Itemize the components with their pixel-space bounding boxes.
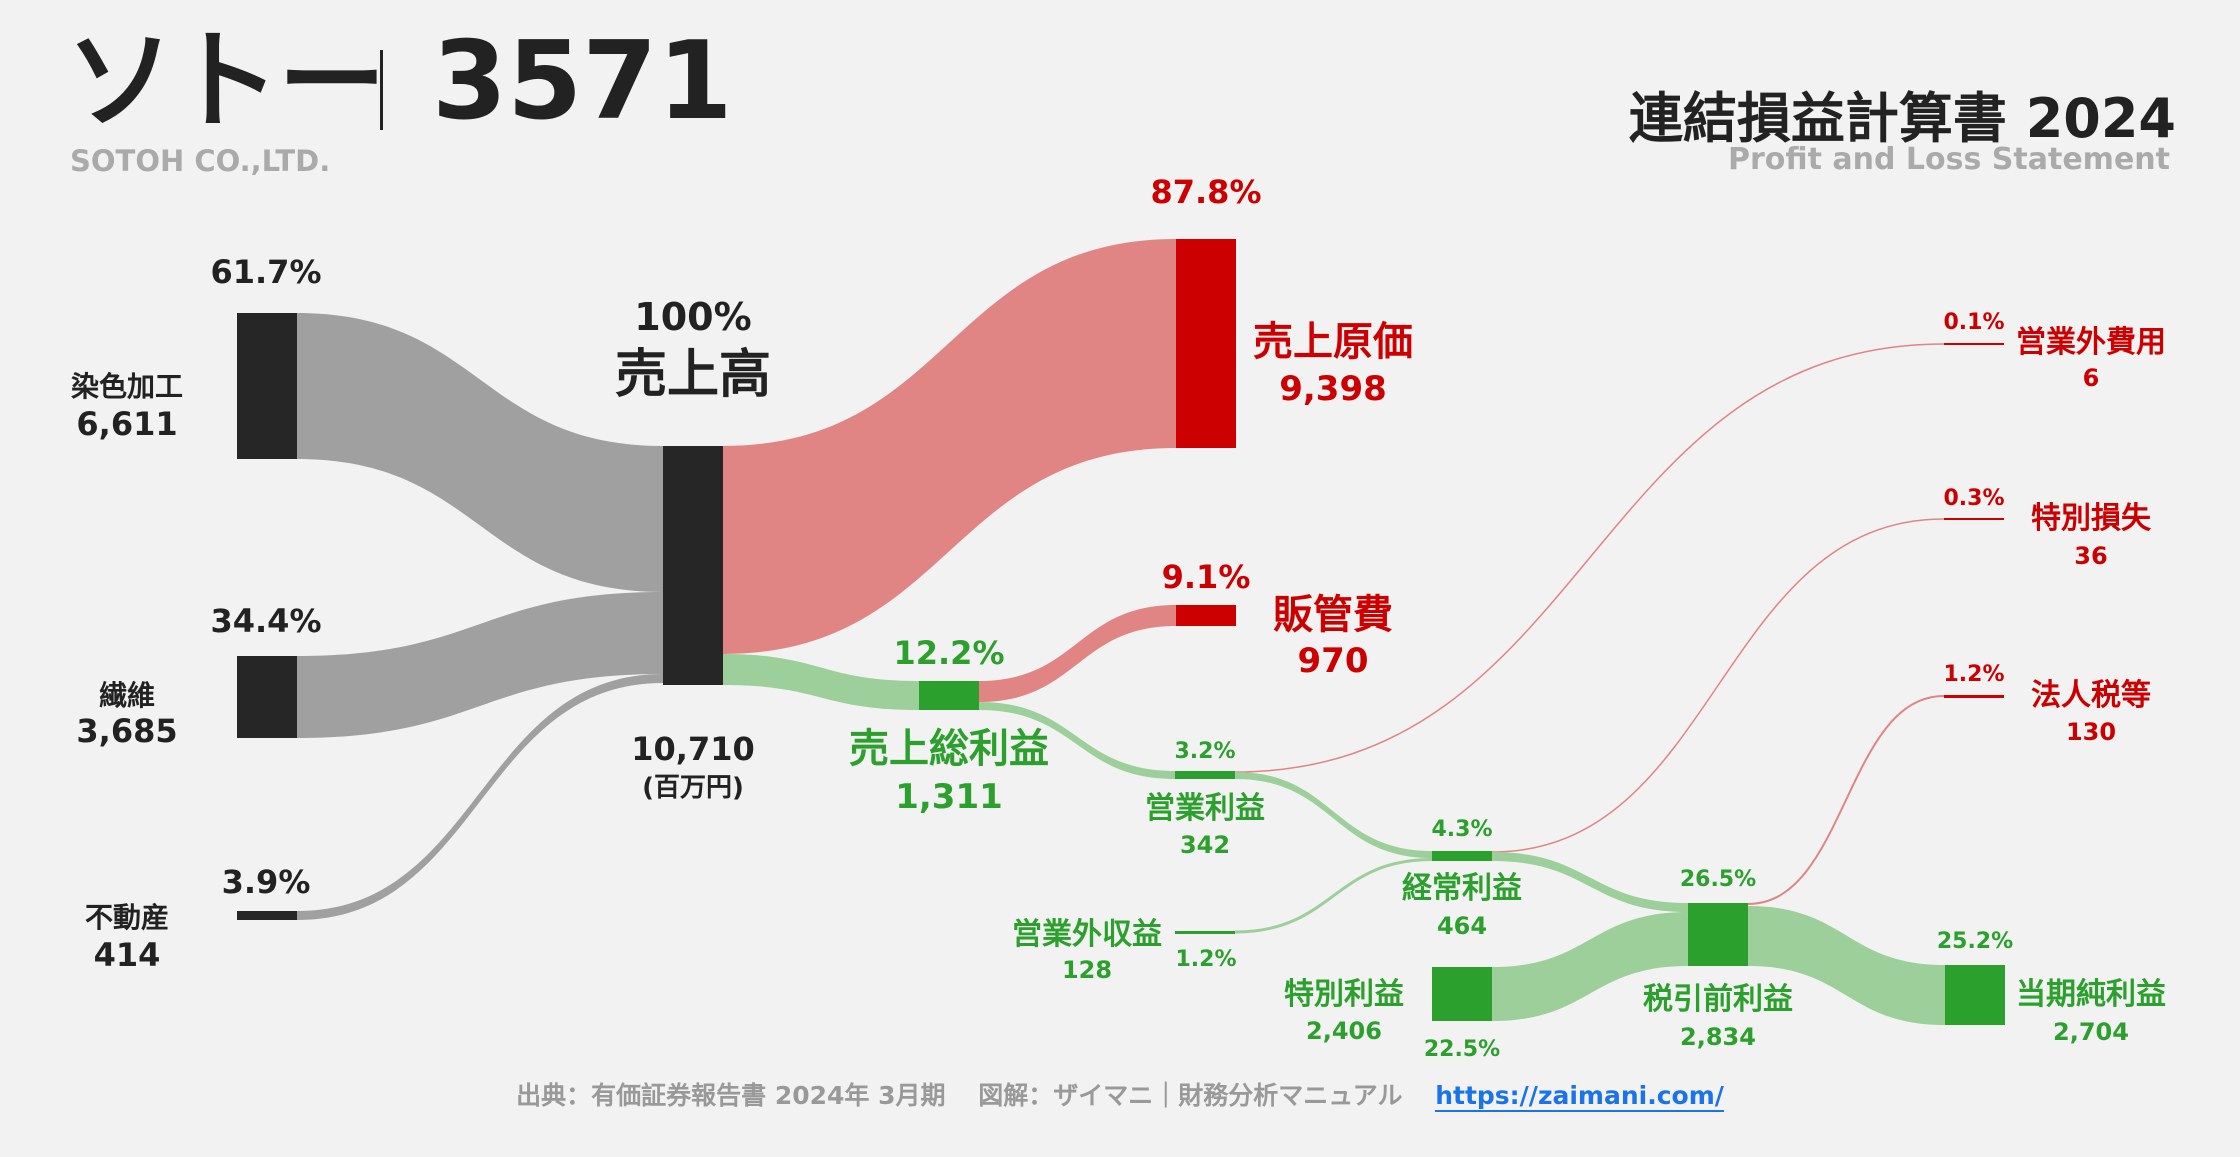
company-name: ソトー — [66, 19, 386, 144]
node-bar-fiber — [237, 656, 297, 738]
label-pct-net: 25.2% — [1937, 929, 2013, 954]
node-layer — [237, 239, 2005, 1025]
source-note: 出典：有価証券報告書 2024年 3月期 — [516, 1081, 946, 1110]
node-bar-cogs — [1176, 239, 1236, 448]
label-label-fiber: 繊維 — [99, 679, 155, 712]
label-value_text-pretax: 2,834 — [1680, 1023, 1756, 1051]
flow-layer — [297, 239, 1945, 1025]
label-value_text-fiber: 3,685 — [76, 712, 177, 750]
label-label-ordinary: 経常利益 — [1402, 871, 1522, 906]
label-value_text-sga: 970 — [1298, 641, 1369, 681]
flow-ordinary-extloss — [1491, 518, 1945, 853]
label-value_text-ordinary: 464 — [1437, 912, 1487, 940]
label-label-pretax: 税引前利益 — [1643, 982, 1793, 1017]
node-bar-pretax — [1688, 903, 1748, 966]
node-bar-nonop_exp — [1944, 343, 2004, 345]
site-link[interactable]: https://zaimani.com/ — [1435, 1081, 1724, 1112]
node-bar-gross — [919, 681, 979, 710]
label-unit-revenue: (百万円) — [642, 773, 744, 803]
label-pct-op: 3.2% — [1174, 739, 1235, 764]
label-pct-nonop_exp: 0.1% — [1943, 310, 2004, 335]
node-bar-nonop_inc — [1175, 931, 1235, 934]
label-label-cogs: 売上原価 — [1253, 319, 1413, 365]
label-value_text-op: 342 — [1180, 831, 1230, 859]
node-bar-sga — [1176, 605, 1236, 626]
node-bar-dye — [237, 313, 297, 459]
flow-nonopinc-ordinary — [1234, 858, 1433, 934]
label-value_text-dye: 6,611 — [76, 405, 177, 443]
label-pct-sga: 9.1% — [1162, 558, 1251, 596]
node-bar-ext_loss — [1944, 518, 2004, 520]
node-bar-ext_gain — [1432, 967, 1492, 1021]
flow-op-nonop-exp — [1234, 343, 1945, 773]
label-label-nonop_inc: 営業外収益 — [1012, 917, 1162, 952]
label-label-dye: 染色加工 — [71, 370, 183, 403]
flow-extgain-pretax — [1492, 912, 1688, 1021]
label-value_text-gross: 1,311 — [895, 777, 1003, 817]
node-bar-ordinary — [1432, 851, 1492, 861]
label-label-net: 当期純利益 — [2016, 977, 2166, 1012]
label-label-gross: 売上総利益 — [849, 726, 1049, 772]
label-label-realestate: 不動産 — [85, 901, 169, 934]
label-value_text-ext_gain: 2,406 — [1306, 1017, 1382, 1045]
label-pct-ordinary: 4.3% — [1431, 817, 1492, 842]
label-pct-tax: 1.2% — [1943, 662, 2004, 687]
statement-subtitle: Profit and Loss Statement — [1727, 142, 2170, 177]
label-value_text-nonop_inc: 128 — [1062, 956, 1112, 984]
flow-gross-sga — [979, 605, 1176, 702]
label-pct-fiber: 34.4% — [210, 602, 321, 640]
ticker-code: 3571 — [432, 19, 733, 144]
flow-gross-op — [979, 702, 1175, 779]
label-pct-gross: 12.2% — [893, 634, 1004, 672]
statement-title: 連結損益計算書 2024 — [1628, 87, 2176, 150]
flow-realestate-revenue — [297, 674, 663, 920]
label-pct-cogs: 87.8% — [1150, 173, 1261, 211]
label-value_text-cogs: 9,398 — [1279, 369, 1387, 409]
label-pct-dye: 61.7% — [210, 253, 321, 291]
label-pct-pretax: 26.5% — [1680, 867, 1756, 892]
label-label-ext_gain: 特別利益 — [1284, 977, 1404, 1012]
flow-revenue-gross — [723, 654, 919, 710]
title-separator — [380, 50, 383, 130]
label-value_text-realestate: 414 — [94, 936, 161, 974]
flow-ordinary-pretax — [1492, 852, 1688, 912]
company-english-name: SOTOH CO.,LTD. — [70, 144, 331, 178]
label-pct-ext_loss: 0.3% — [1943, 486, 2004, 511]
label-label-tax: 法人税等 — [2031, 678, 2151, 713]
node-bar-revenue — [663, 446, 723, 685]
label-label-ext_loss: 特別損失 — [2031, 501, 2152, 536]
label-label-revenue: 売上高 — [615, 345, 771, 405]
flow-pretax-tax — [1747, 695, 1945, 905]
label-value_text-tax: 130 — [2066, 718, 2116, 746]
label-value_text-ext_loss: 36 — [2074, 542, 2107, 570]
label-value_text-net: 2,704 — [2053, 1018, 2129, 1046]
flow-fiber-revenue — [297, 592, 663, 738]
label-label-op: 営業利益 — [1145, 791, 1265, 826]
label-pct-nonop_inc: 1.2% — [1175, 947, 1236, 972]
footer: 出典：有価証券報告書 2024年 3月期 図解：ザイマニ｜財務分析マニュアル h… — [0, 1076, 2240, 1112]
label-pct-revenue: 100% — [634, 295, 751, 339]
label-pct-realestate: 3.9% — [222, 863, 311, 901]
flow-op-ordinary — [1235, 772, 1432, 858]
label-pct-ext_gain: 22.5% — [1424, 1037, 1500, 1062]
flow-pretax-net — [1748, 906, 1945, 1025]
flow-dye-revenue — [297, 313, 663, 592]
credit-note: 図解：ザイマニ｜財務分析マニュアル — [978, 1081, 1403, 1110]
node-bar-net — [1945, 965, 2005, 1025]
label-label-sga: 販管費 — [1273, 592, 1393, 638]
label-value_text-revenue: 10,710 — [631, 730, 754, 768]
node-bar-op — [1175, 771, 1235, 779]
label-label-nonop_exp: 営業外費用 — [2016, 325, 2166, 360]
node-bar-tax — [1944, 695, 2004, 698]
flow-revenue-cogs — [723, 239, 1176, 654]
label-value_text-nonop_exp: 6 — [2083, 364, 2100, 392]
node-bar-realestate — [237, 911, 297, 920]
